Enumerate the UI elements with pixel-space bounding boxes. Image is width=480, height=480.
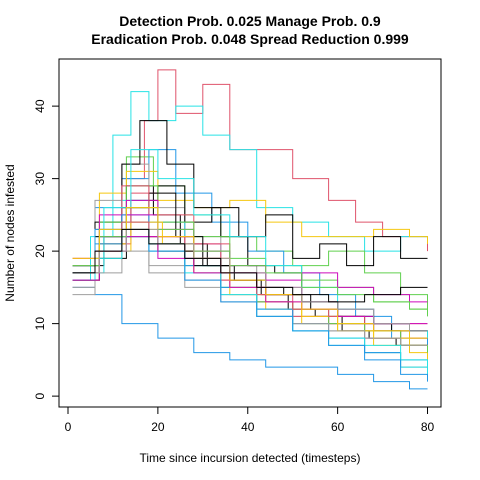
series-line-22	[73, 215, 428, 367]
y-tick-label: 30	[33, 172, 47, 186]
x-tick-label: 40	[241, 420, 255, 434]
plot-frame	[59, 59, 441, 407]
chart-title-line2: Eradication Prob. 0.048 Spread Reduction…	[91, 31, 409, 47]
y-tick-label: 20	[33, 244, 47, 258]
chart-title-line1: Detection Prob. 0.025 Manage Prob. 0.9	[119, 13, 381, 29]
x-tick-label: 20	[151, 420, 165, 434]
x-tick-label: 0	[65, 420, 72, 434]
series-line-9	[73, 186, 428, 266]
series-line-3	[73, 157, 428, 309]
x-tick-label: 60	[331, 420, 345, 434]
series-line-19	[73, 186, 428, 338]
series-group	[73, 70, 428, 389]
y-tick-label: 10	[33, 317, 47, 331]
x-tick-label: 80	[421, 420, 435, 434]
series-line-7	[73, 164, 428, 374]
y-axis: 0 10 20 30 40	[33, 99, 59, 399]
y-tick-label: 0	[33, 392, 47, 399]
series-line-16	[73, 222, 428, 360]
y-tick-label: 40	[33, 99, 47, 113]
x-axis: 0 20 40 60 80	[65, 407, 435, 434]
x-axis-label: Time since incursion detected (timesteps…	[140, 451, 361, 465]
y-axis-label: Number of nodes infested	[3, 164, 17, 301]
series-line-30	[73, 229, 428, 381]
series-line-1	[73, 70, 428, 273]
series-line-4	[73, 150, 428, 360]
